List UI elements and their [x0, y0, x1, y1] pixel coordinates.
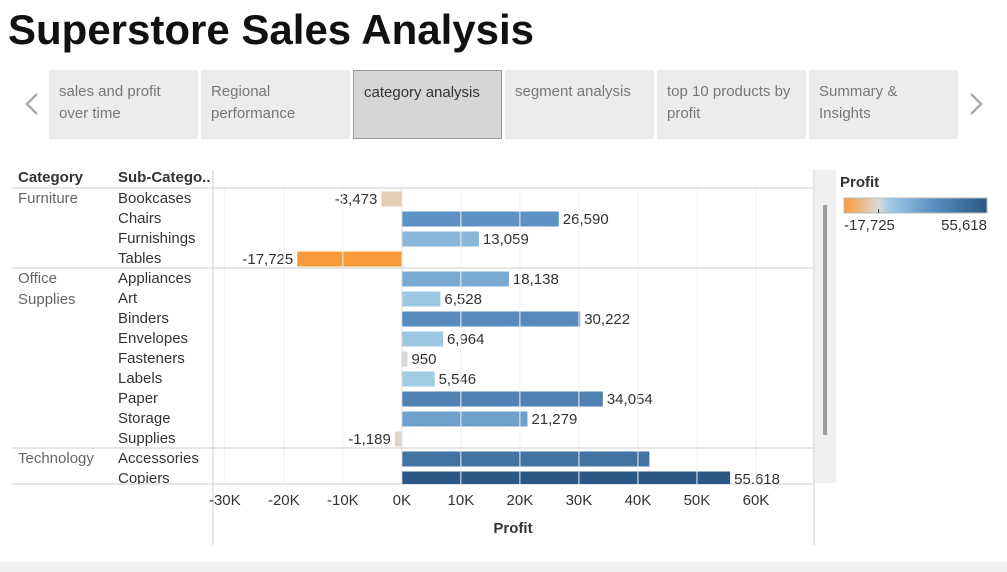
- value-label: -3,473: [335, 191, 378, 208]
- subcategory-label: Copiers: [118, 470, 170, 487]
- tab[interactable]: sales and profit over time: [49, 70, 198, 139]
- subcategory-label: Paper: [118, 390, 158, 407]
- value-label: 34,054: [607, 391, 653, 408]
- dashboard-title: Superstore Sales Analysis: [8, 6, 535, 53]
- subcategory-label: Labels: [118, 370, 162, 387]
- x-tick-label: 40K: [625, 492, 652, 509]
- tab[interactable]: Regional performance: [201, 70, 350, 139]
- next-arrow[interactable]: [970, 93, 983, 115]
- x-tick-label: -10K: [327, 492, 359, 509]
- legend-gradient: [843, 197, 988, 214]
- value-label: 950: [411, 351, 436, 368]
- scroll-thumb[interactable]: [823, 205, 827, 435]
- x-tick-label: 10K: [448, 492, 475, 509]
- row-header: Category: [18, 169, 84, 186]
- subcategory-label: Art: [118, 290, 138, 307]
- value-label: 6,528: [444, 291, 482, 308]
- bar: [401, 331, 443, 347]
- bar: [401, 231, 479, 247]
- bar: [401, 351, 408, 367]
- x-tick-label: 60K: [743, 492, 770, 509]
- subcategory-label: Tables: [118, 250, 161, 267]
- value-label: 21,279: [531, 411, 577, 428]
- tab[interactable]: Summary & Insights: [809, 70, 958, 139]
- x-tick-label: 30K: [566, 492, 593, 509]
- bar: [297, 251, 402, 267]
- category-label: Technology: [18, 450, 94, 467]
- value-label: -1,189: [348, 431, 391, 448]
- prev-arrow[interactable]: [25, 93, 38, 115]
- value-label: 6,964: [447, 331, 485, 348]
- x-axis-title: Profit: [493, 520, 532, 537]
- x-tick-label: -20K: [268, 492, 300, 509]
- footer-band: [0, 562, 1007, 572]
- value-label: 30,222: [584, 311, 630, 328]
- row-header: Sub-Catego..: [118, 169, 211, 186]
- subcategory-label: Envelopes: [118, 330, 188, 347]
- legend-max: 55,618: [941, 217, 987, 234]
- bar: [394, 431, 402, 447]
- bar: [401, 311, 581, 327]
- category-label: Office Supplies: [18, 270, 76, 308]
- value-label: -17,725: [242, 251, 293, 268]
- tab[interactable]: segment analysis: [505, 70, 654, 139]
- subcategory-label: Supplies: [118, 430, 176, 447]
- subcategory-label: Furnishings: [118, 230, 196, 247]
- subcategory-label: Accessories: [118, 450, 199, 467]
- bar: [401, 371, 435, 387]
- subcategory-label: Bookcases: [118, 190, 191, 207]
- subcategory-label: Storage: [118, 410, 171, 427]
- bar: [401, 211, 559, 227]
- value-label: 26,590: [563, 211, 609, 228]
- value-label: 55,618: [734, 471, 780, 488]
- bar: [401, 411, 528, 427]
- value-label: 18,138: [513, 271, 559, 288]
- legend-min: -17,725: [844, 217, 895, 234]
- tab[interactable]: category analysis: [353, 70, 502, 139]
- subcategory-label: Appliances: [118, 270, 191, 287]
- bar: [401, 291, 441, 307]
- subcategory-label: Binders: [118, 310, 169, 327]
- value-label: 5,546: [439, 371, 477, 388]
- subcategory-label: Chairs: [118, 210, 161, 227]
- rows: Bookcases -3,473 Chairs 26,590 Furnishings 13…: [118, 190, 780, 488]
- bar: [401, 471, 731, 484]
- category-label: Furniture: [18, 190, 79, 207]
- tab[interactable]: top 10 products by profit: [657, 70, 806, 139]
- bar: [381, 191, 402, 207]
- bar: [401, 391, 603, 407]
- value-label: 13,059: [483, 231, 529, 248]
- x-tick-label: 50K: [684, 492, 711, 509]
- legend-title: Profit: [840, 174, 879, 191]
- subcategory-label: Fasteners: [118, 350, 185, 367]
- x-tick-label: -30K: [209, 492, 241, 509]
- x-tick-label: 20K: [507, 492, 534, 509]
- x-tick-label: 0K: [393, 492, 411, 509]
- bar: [401, 451, 650, 467]
- bar: [401, 271, 509, 287]
